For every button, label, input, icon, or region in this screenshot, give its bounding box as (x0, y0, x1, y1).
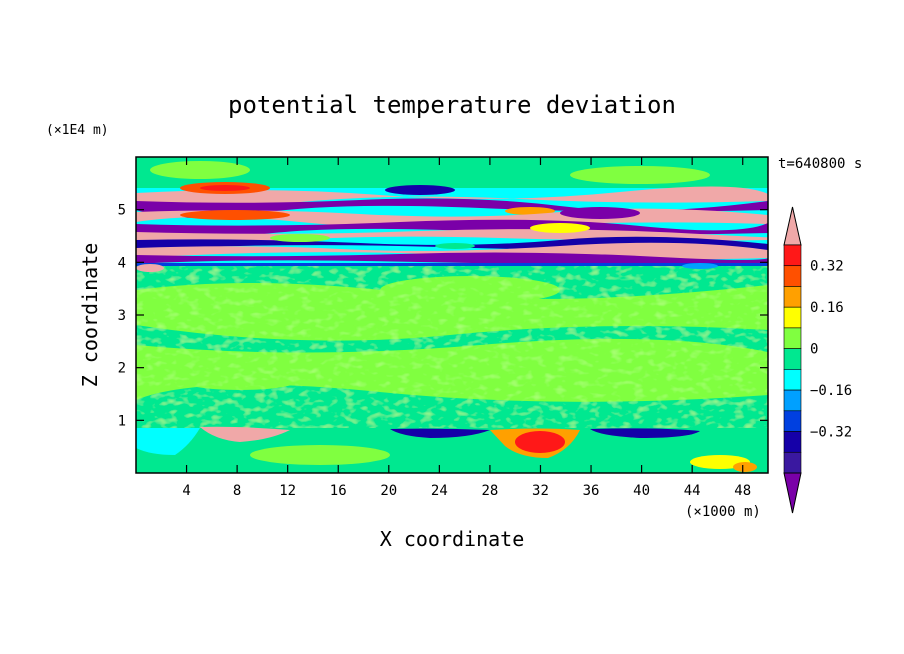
x-tick-label: 20 (380, 483, 397, 499)
colorbar-band (783, 265, 802, 287)
colorbar-band (783, 327, 802, 349)
upper-layer-region (136, 182, 768, 272)
colorbar-tick-label: −0.16 (810, 383, 852, 399)
x-tick-label: 32 (532, 483, 549, 499)
x-tick-label: 12 (279, 483, 296, 499)
y-tick-label: 4 (118, 255, 126, 271)
lower-anomaly-region (136, 426, 768, 473)
colorbar-band (783, 369, 802, 391)
colorbar-tick-label: 0 (810, 342, 818, 358)
y-tick-label: 5 (118, 203, 126, 219)
colorbar-band (783, 306, 802, 329)
x-axis-label: X coordinate (380, 527, 525, 551)
colorbar-bottom-arrow (783, 472, 802, 514)
x-tick-label: 36 (583, 483, 600, 499)
colorbar-band (783, 389, 802, 412)
y-tick-label: 3 (118, 308, 126, 324)
y-tick-label: 1 (118, 413, 126, 429)
y-ticks: 1 2 3 4 5 (118, 203, 768, 429)
colorbar: 0.32 0.16 0 −0.16 −0.32 (783, 206, 852, 514)
colorbar-band (783, 244, 802, 267)
x-tick-label: 24 (431, 483, 448, 499)
time-label: t=640800 s (778, 156, 862, 172)
colorbar-band (783, 348, 802, 370)
colorbar-band (783, 286, 802, 308)
x-tick-label: 8 (233, 483, 241, 499)
x-tick-label: 4 (182, 483, 190, 499)
mid-layer-region (136, 265, 768, 430)
x-tick-label: 44 (684, 483, 701, 499)
colorbar-tick-label: 0.32 (810, 259, 844, 275)
x-tick-label: 48 (734, 483, 751, 499)
colorbar-tick-label: 0.16 (810, 300, 844, 316)
chart-title: potential temperature deviation (228, 91, 676, 119)
x-tick-label: 16 (330, 483, 347, 499)
x-tick-label: 40 (633, 483, 650, 499)
x-tick-label: 28 (481, 483, 498, 499)
colorbar-band (783, 451, 802, 474)
colorbar-band (783, 410, 802, 432)
y-axis-label: Z coordinate (78, 243, 102, 388)
contour-field (136, 157, 768, 473)
x-unit-label: (×1000 m) (685, 504, 761, 520)
colorbar-band (783, 431, 802, 453)
colorbar-top-arrow (783, 206, 802, 246)
y-tick-label: 2 (118, 361, 126, 377)
y-unit-label: (×1E4 m) (46, 123, 109, 138)
colorbar-tick-label: −0.32 (810, 425, 852, 441)
x-ticks: 4 8 12 16 20 24 28 32 36 40 44 48 (182, 157, 751, 499)
